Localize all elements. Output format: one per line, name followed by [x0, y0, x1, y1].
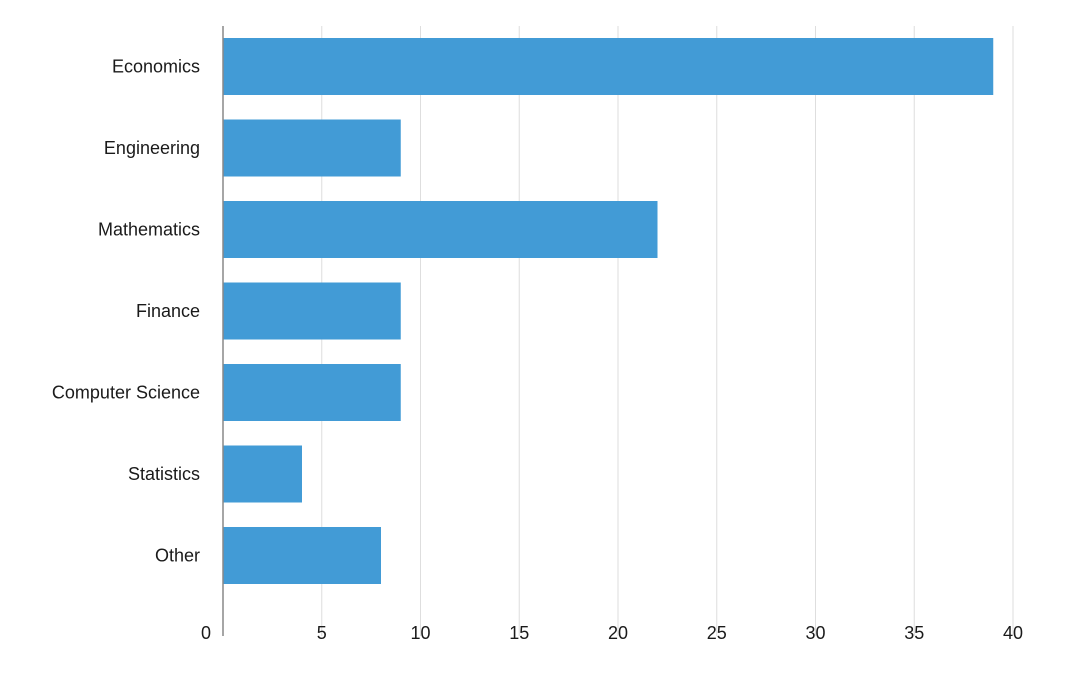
x-tick-label-30: 30 — [805, 623, 825, 643]
x-tick-label-35: 35 — [904, 623, 924, 643]
x-tick-labels: 0 5 10 15 20 25 30 35 40 — [201, 623, 1023, 643]
category-label-engineering: Engineering — [104, 138, 200, 158]
x-tick-label-20: 20 — [608, 623, 628, 643]
bar-finance — [223, 282, 401, 340]
x-tick-label-25: 25 — [707, 623, 727, 643]
category-labels: Economics Engineering Mathematics Finance Co… — [52, 57, 200, 566]
bar-computer-science — [223, 364, 401, 421]
bar-layer — [223, 38, 994, 584]
bar-statistics — [223, 445, 302, 503]
grid-layer — [321, 26, 1014, 636]
category-label-mathematics: Mathematics — [98, 220, 200, 240]
bar-mathematics — [223, 201, 658, 258]
bar-engineering — [223, 119, 401, 177]
category-label-statistics: Statistics — [128, 464, 200, 484]
x-tick-label-10: 10 — [410, 623, 430, 643]
x-tick-label-0: 0 — [201, 623, 211, 643]
category-label-economics: Economics — [112, 57, 200, 77]
category-label-finance: Finance — [136, 301, 200, 321]
category-label-other: Other — [155, 546, 200, 566]
x-tick-label-5: 5 — [317, 623, 327, 643]
x-tick-label-40: 40 — [1003, 623, 1023, 643]
x-tick-label-15: 15 — [509, 623, 529, 643]
bar-economics — [223, 38, 994, 95]
category-label-computer-science: Computer Science — [52, 383, 200, 403]
bar-other — [223, 527, 381, 584]
